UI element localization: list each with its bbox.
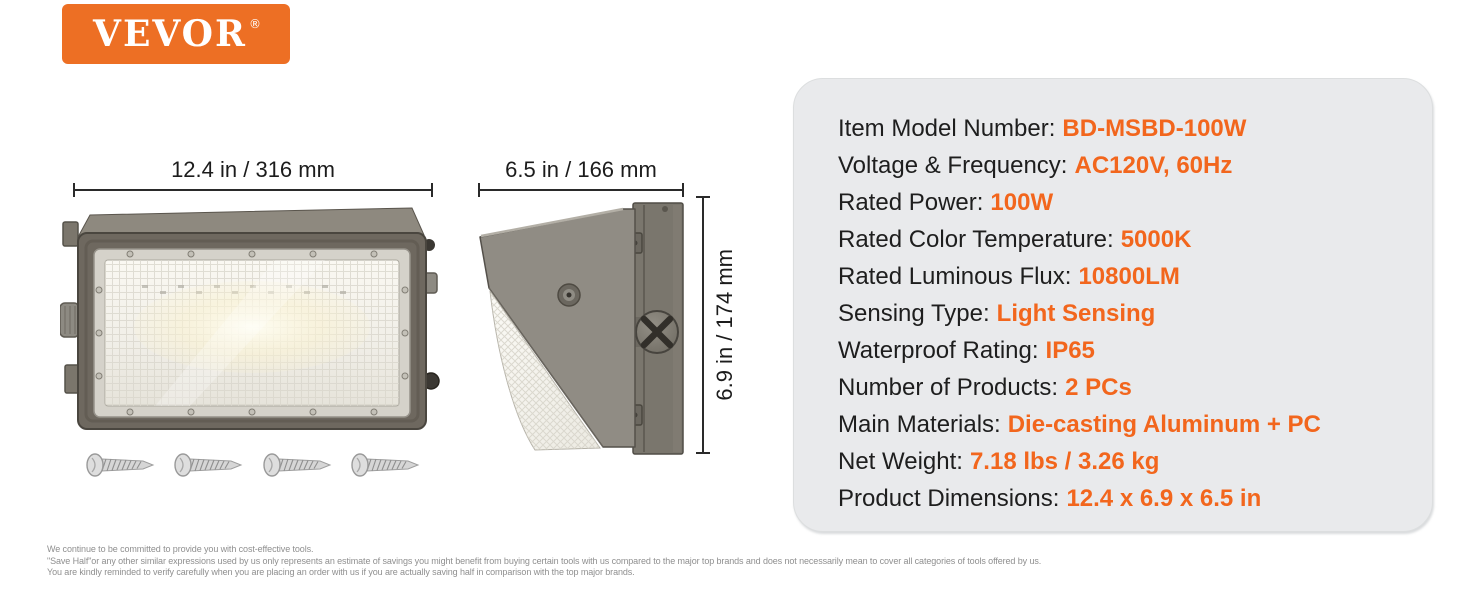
spec-row-main-materials: Main Materials: Die-casting Aluminum + PC bbox=[838, 410, 1321, 438]
wall-pack-light-side-view-image bbox=[479, 202, 684, 455]
dimension-line bbox=[73, 189, 433, 191]
disclaimer-line-2: "Save Half"or any other similar expressi… bbox=[47, 555, 1042, 566]
dimension-tick bbox=[478, 183, 480, 197]
vevor-logo: VEVOR ® bbox=[62, 4, 290, 64]
dimension-tick bbox=[682, 183, 684, 197]
dimension-tick bbox=[696, 452, 710, 454]
mounting-screws-image bbox=[86, 453, 419, 477]
spec-row-sensing-type: Sensing Type: Light Sensing bbox=[838, 299, 1156, 327]
spec-row-voltage-frequency: Voltage & Frequency: AC120V, 60Hz bbox=[838, 151, 1233, 179]
wall-pack-light-front-view-image bbox=[60, 207, 440, 430]
spec-row-net-weight: Net Weight: 7.18 lbs / 3.26 kg bbox=[838, 447, 1160, 475]
dimension-front-width-label: 12.4 in / 316 mm bbox=[171, 157, 335, 182]
disclaimer-line-1: We continue to be committed to provide y… bbox=[47, 544, 314, 554]
dimension-tick bbox=[431, 183, 433, 197]
spec-row-rated-color-temperature: Rated Color Temperature: 5000K bbox=[838, 225, 1192, 253]
bezel-screws bbox=[95, 250, 409, 416]
dimension-side-depth-label: 6.5 in / 166 mm bbox=[505, 157, 657, 182]
dimension-tick bbox=[73, 183, 75, 197]
dimension-line bbox=[702, 196, 704, 454]
spec-panel: Item Model Number: BD-MSBD-100W Voltage &… bbox=[793, 78, 1433, 532]
disclaimer-line-3: You are kindly reminded to verify carefu… bbox=[47, 567, 635, 577]
vevor-logo-text: VEVOR bbox=[93, 13, 247, 55]
photocell-sensor bbox=[557, 283, 581, 307]
spec-row-waterproof-rating: Waterproof Rating: IP65 bbox=[838, 336, 1095, 364]
dimension-side-height-label: 6.9 in / 174 mm bbox=[712, 249, 737, 401]
spec-row-item-model-number: Item Model Number: BD-MSBD-100W bbox=[838, 114, 1247, 142]
spec-row-product-dimensions: Product Dimensions: 12.4 x 6.9 x 6.5 in bbox=[838, 484, 1262, 512]
disclaimer-text: We continue to be committed to provide y… bbox=[47, 544, 1167, 579]
spec-row-rated-power: Rated Power: 100W bbox=[838, 188, 1054, 216]
dimension-line bbox=[478, 189, 684, 191]
dimension-tick bbox=[696, 196, 710, 198]
spec-row-number-of-products: Number of Products: 2 PCs bbox=[838, 373, 1132, 401]
spec-row-rated-luminous-flux: Rated Luminous Flux: 10800LM bbox=[838, 262, 1180, 290]
registered-trademark-symbol: ® bbox=[248, 17, 261, 31]
